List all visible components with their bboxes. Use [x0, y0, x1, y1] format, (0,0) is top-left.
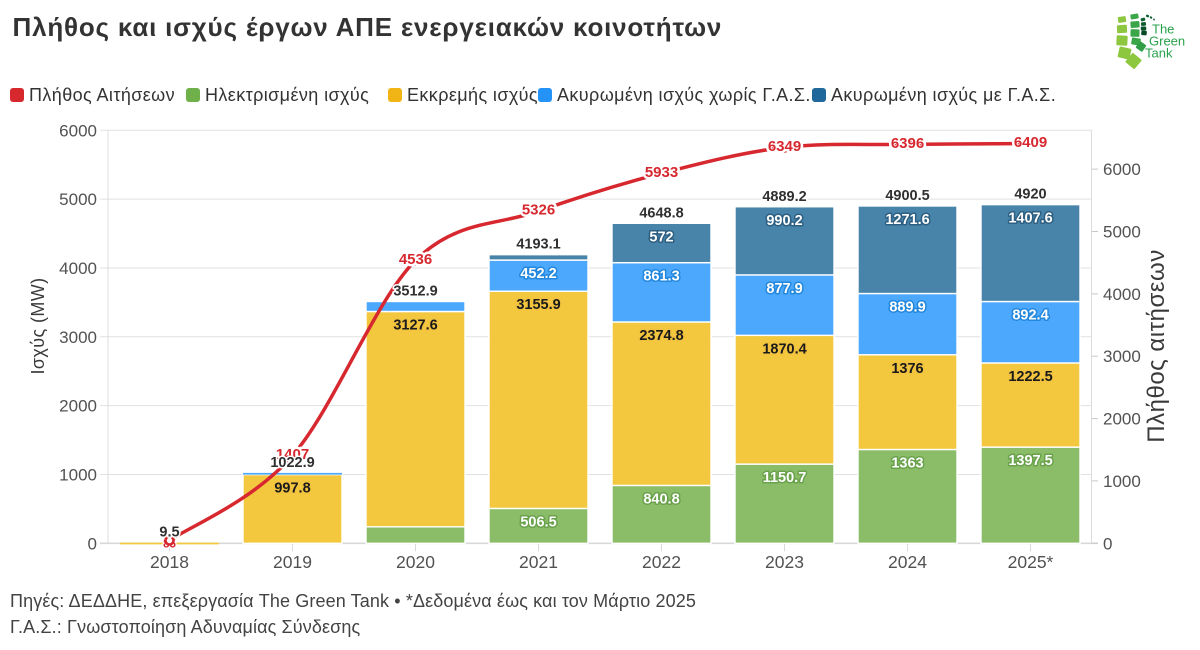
svg-text:3000: 3000: [1103, 347, 1141, 366]
svg-text:Tank: Tank: [1145, 46, 1173, 61]
svg-text:892.4: 892.4: [1012, 308, 1048, 324]
svg-text:2020: 2020: [396, 552, 435, 572]
svg-text:0: 0: [88, 534, 97, 553]
svg-text:1000: 1000: [1103, 472, 1141, 491]
svg-text:3155.9: 3155.9: [516, 297, 560, 313]
svg-text:997.8: 997.8: [274, 481, 310, 497]
svg-text:877.9: 877.9: [766, 281, 802, 297]
svg-text:1363: 1363: [891, 456, 923, 472]
svg-text:3127.6: 3127.6: [393, 318, 437, 334]
svg-text:1870.4: 1870.4: [762, 341, 806, 357]
svg-text:4920: 4920: [1014, 187, 1046, 203]
svg-text:1022.9: 1022.9: [270, 455, 314, 471]
svg-text:5933: 5933: [645, 164, 678, 181]
svg-text:Πλήθος αιτήσεων: Πλήθος αιτήσεων: [1143, 249, 1170, 442]
svg-text:6000: 6000: [59, 121, 97, 140]
svg-text:889.9: 889.9: [889, 300, 925, 316]
svg-text:6000: 6000: [1103, 160, 1141, 179]
svg-text:1407.6: 1407.6: [1008, 211, 1052, 227]
svg-text:2000: 2000: [1103, 410, 1141, 429]
svg-text:2022: 2022: [642, 552, 681, 572]
svg-text:4889.2: 4889.2: [762, 189, 806, 205]
svg-text:4000: 4000: [59, 259, 97, 278]
svg-text:990.2: 990.2: [766, 213, 802, 229]
svg-text:1407: 1407: [276, 446, 309, 463]
svg-text:0: 0: [1103, 534, 1112, 553]
svg-text:Green: Green: [1149, 34, 1185, 49]
svg-text:1376: 1376: [891, 361, 923, 377]
svg-text:2025*: 2025*: [1008, 552, 1054, 572]
svg-text:1150.7: 1150.7: [763, 470, 807, 486]
svg-text:1000: 1000: [59, 466, 97, 485]
svg-text:3000: 3000: [59, 328, 97, 347]
svg-text:1271.6: 1271.6: [885, 212, 929, 228]
svg-text:3512.9: 3512.9: [393, 284, 437, 300]
svg-text:1222.5: 1222.5: [1008, 369, 1052, 385]
svg-text:5000: 5000: [59, 190, 97, 209]
svg-text:506.5: 506.5: [520, 514, 556, 530]
svg-text:2000: 2000: [59, 397, 97, 416]
svg-text:452.2: 452.2: [520, 266, 556, 282]
svg-text:4193.1: 4193.1: [516, 237, 560, 253]
svg-text:6396: 6396: [891, 135, 924, 152]
svg-text:2024: 2024: [888, 552, 927, 572]
svg-text:The: The: [1152, 22, 1174, 37]
svg-text:861.3: 861.3: [643, 269, 679, 285]
svg-text:9.5: 9.5: [159, 525, 179, 541]
svg-text:6349: 6349: [768, 138, 801, 155]
svg-text:2019: 2019: [273, 552, 312, 572]
svg-text:4648.8: 4648.8: [639, 205, 683, 221]
svg-text:Ισχύς (MW): Ισχύς (MW): [28, 277, 48, 374]
svg-text:5000: 5000: [1103, 223, 1141, 242]
svg-text:2018: 2018: [150, 552, 189, 572]
svg-text:4000: 4000: [1103, 285, 1141, 304]
svg-text:2023: 2023: [765, 552, 804, 572]
svg-text:4536: 4536: [399, 251, 432, 268]
svg-text:2021: 2021: [519, 552, 558, 572]
svg-text:840.8: 840.8: [643, 491, 679, 507]
svg-text:1397.5: 1397.5: [1008, 453, 1052, 469]
svg-text:4900.5: 4900.5: [885, 188, 929, 204]
svg-text:6409: 6409: [1014, 134, 1047, 151]
svg-text:2374.8: 2374.8: [639, 328, 683, 344]
svg-text:5326: 5326: [522, 202, 555, 219]
svg-text:572: 572: [649, 229, 673, 245]
